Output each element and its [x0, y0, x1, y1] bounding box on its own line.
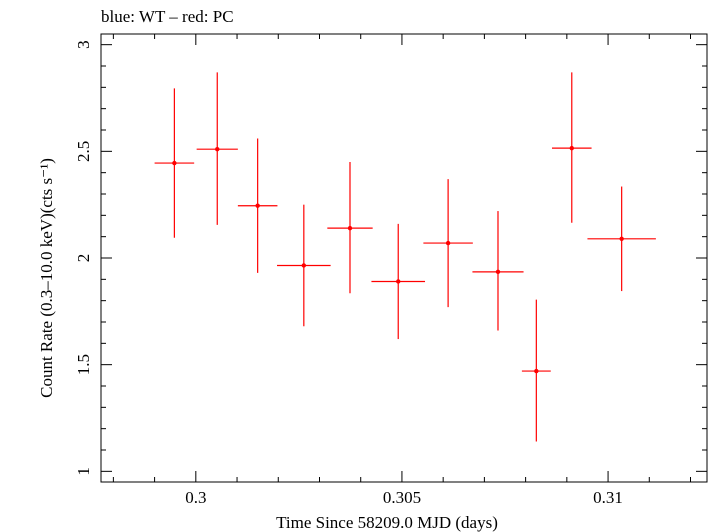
data-point [423, 179, 473, 308]
point-marker [445, 240, 451, 246]
point-marker [301, 263, 307, 268]
point-marker [255, 203, 260, 208]
y-tick-label: 2.5 [74, 141, 93, 162]
data-point [327, 162, 373, 294]
chart-title: blue: WT – red: PC [101, 7, 234, 26]
data-point [371, 223, 426, 340]
data-point [154, 88, 195, 238]
point-marker [215, 147, 220, 152]
data-point [551, 72, 592, 223]
y-tick-label: 2 [74, 254, 93, 263]
point-marker [619, 236, 624, 241]
point-marker [495, 269, 501, 275]
y-tick-label: 1.5 [74, 354, 93, 375]
y-tick-label: 3 [74, 40, 93, 49]
data-points [154, 72, 656, 442]
point-marker [534, 368, 539, 374]
axes: 0.3 0.305 0.31 1 1.5 2 2.5 3 [74, 34, 707, 507]
point-marker [347, 225, 353, 231]
y-tick-label: 1 [74, 467, 93, 476]
x-tick-label: 0.3 [185, 488, 206, 507]
data-point [521, 299, 551, 442]
x-tick-label: 0.31 [593, 488, 623, 507]
data-point [237, 138, 278, 273]
data-point [472, 211, 524, 331]
plot-frame [100, 33, 708, 483]
data-point [587, 186, 656, 292]
y-axis-label: Count Rate (0.3–10.0 keV)(cts s⁻¹) [37, 158, 56, 398]
point-marker [396, 279, 401, 284]
data-point [277, 204, 331, 327]
x-tick-label: 0.305 [383, 488, 421, 507]
x-axis-label: Time Since 58209.0 MJD (days) [276, 513, 498, 532]
point-marker [172, 160, 177, 166]
point-marker [569, 145, 574, 151]
data-point [196, 72, 238, 225]
